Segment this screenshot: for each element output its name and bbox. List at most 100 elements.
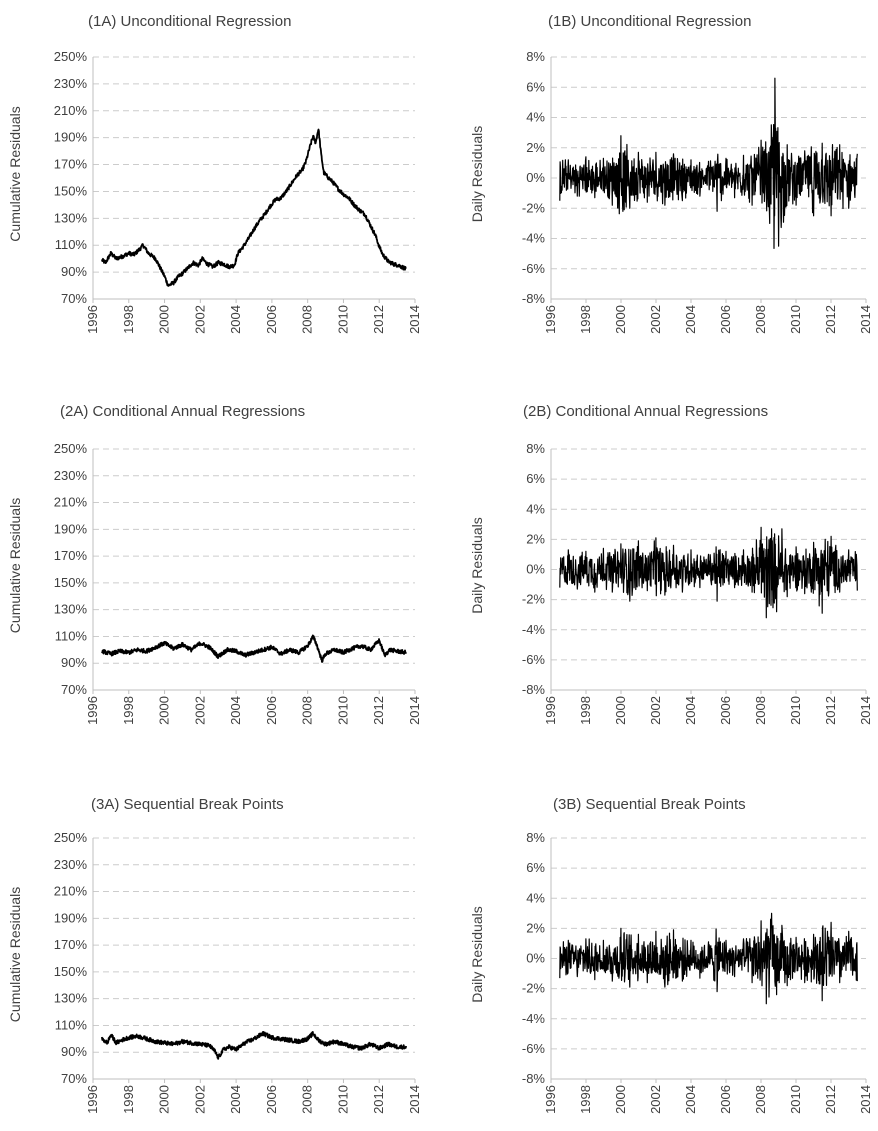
x-tick-label: 2006	[718, 696, 733, 725]
y-tick-label: 110%	[55, 237, 88, 252]
x-tick-label: 2004	[683, 305, 698, 334]
chart-panel-2: (1B) Unconditional Regression Daily Resid…	[469, 13, 873, 334]
chart-title: (2B) Conditional Annual Regressions	[523, 403, 768, 420]
x-tick-label: 1998	[578, 305, 593, 334]
y-tick-label: 150%	[54, 575, 88, 590]
x-tick-label: 2014	[407, 696, 422, 725]
chart-title: (3B) Sequential Break Points	[553, 796, 746, 813]
y-tick-label: 0%	[526, 562, 545, 577]
y-tick-label: 210%	[54, 884, 88, 899]
y-tick-label: 250%	[54, 441, 88, 456]
y-tick-label: 6%	[526, 860, 545, 875]
x-tick-label: 2012	[371, 1085, 386, 1114]
y-tick-label: 2%	[526, 920, 545, 935]
y-tick-label: 250%	[54, 49, 88, 64]
y-tick-label: 170%	[54, 157, 88, 172]
y-tick-label: 6%	[526, 471, 545, 486]
x-tick-label: 2012	[823, 305, 838, 334]
x-tick-label: 1996	[543, 696, 558, 725]
x-tick-label: 2002	[192, 1085, 207, 1114]
x-tick-label: 1996	[543, 305, 558, 334]
x-tick-label: 2006	[718, 305, 733, 334]
series-line	[101, 1031, 407, 1060]
y-tick-label: 230%	[54, 76, 88, 91]
x-tick-label: 2012	[371, 696, 386, 725]
x-tick-label: 2012	[823, 1085, 838, 1114]
x-tick-label: 1998	[121, 696, 136, 725]
y-tick-label: 70%	[61, 291, 87, 306]
y-tick-label: -6%	[522, 652, 546, 667]
x-tick-label: 2008	[300, 696, 315, 725]
y-tick-label: 190%	[54, 910, 88, 925]
y-tick-label: -2%	[522, 592, 546, 607]
y-tick-label: 170%	[54, 937, 88, 952]
x-tick-label: 2010	[335, 1085, 350, 1114]
y-tick-label: 190%	[54, 521, 88, 536]
x-tick-label: 2002	[648, 696, 663, 725]
y-tick-label: 2%	[526, 531, 545, 546]
y-tick-label: 8%	[526, 830, 545, 845]
y-tick-label: 230%	[54, 857, 88, 872]
x-tick-label: 2000	[157, 1085, 172, 1114]
x-tick-label: 2004	[683, 696, 698, 725]
y-tick-label: -6%	[522, 261, 546, 276]
y-tick-label: 4%	[526, 501, 545, 516]
y-tick-label: -4%	[522, 1011, 546, 1026]
y-tick-label: 210%	[54, 495, 88, 510]
x-tick-label: 2014	[407, 305, 422, 334]
x-tick-label: 1998	[578, 696, 593, 725]
x-tick-label: 2008	[300, 1085, 315, 1114]
x-tick-label: 2006	[264, 1085, 279, 1114]
y-tick-label: 70%	[61, 1071, 87, 1086]
chart-title: (1A) Unconditional Regression	[88, 13, 291, 30]
x-tick-label: 1996	[85, 696, 100, 725]
x-tick-label: 2010	[788, 696, 803, 725]
y-tick-label: 6%	[526, 79, 545, 94]
x-tick-label: 1996	[543, 1085, 558, 1114]
x-tick-label: 2012	[371, 305, 386, 334]
x-tick-label: 2008	[300, 305, 315, 334]
y-tick-label: 250%	[54, 830, 88, 845]
x-tick-label: 2012	[823, 696, 838, 725]
y-tick-label: 110%	[55, 628, 88, 643]
y-axis-label: Daily Residuals	[469, 126, 485, 222]
x-tick-label: 2000	[613, 696, 628, 725]
y-tick-label: 70%	[61, 682, 87, 697]
y-tick-label: -8%	[522, 291, 546, 306]
y-tick-label: 170%	[54, 548, 88, 563]
x-tick-label: 2008	[753, 305, 768, 334]
x-tick-label: 2004	[228, 305, 243, 334]
x-tick-label: 2002	[192, 305, 207, 334]
y-tick-label: -2%	[522, 981, 546, 996]
y-tick-label: 150%	[54, 183, 88, 198]
chart-panel-6: (3B) Sequential Break Points Daily Residu…	[469, 796, 873, 1114]
x-tick-label: 2006	[264, 305, 279, 334]
x-tick-label: 2002	[648, 305, 663, 334]
series-line	[101, 128, 407, 287]
y-tick-label: -4%	[522, 231, 546, 246]
x-tick-label: 2000	[157, 696, 172, 725]
x-tick-label: 2008	[753, 1085, 768, 1114]
x-tick-label: 2010	[788, 1085, 803, 1114]
series-line	[559, 77, 858, 249]
x-tick-label: 1996	[85, 305, 100, 334]
x-tick-label: 1996	[85, 1085, 100, 1114]
y-axis-label: Cumulative Residuals	[7, 106, 23, 241]
y-tick-label: 0%	[526, 170, 545, 185]
series-line	[559, 912, 858, 1005]
chart-panel-3: (2A) Conditional Annual Regressions Cumul…	[7, 403, 422, 725]
y-tick-label: 210%	[54, 103, 88, 118]
x-tick-label: 2002	[648, 1085, 663, 1114]
y-tick-label: 150%	[54, 964, 88, 979]
y-tick-label: -8%	[522, 682, 546, 697]
x-tick-label: 1998	[121, 305, 136, 334]
chart-panel-1: (1A) Unconditional Regression Cumulative …	[7, 13, 422, 334]
x-tick-label: 2014	[858, 1085, 873, 1114]
y-tick-label: -2%	[522, 200, 546, 215]
y-tick-label: 90%	[61, 264, 87, 279]
chart-title: (2A) Conditional Annual Regressions	[60, 403, 305, 420]
y-tick-label: -4%	[522, 622, 546, 637]
x-tick-label: 1998	[121, 1085, 136, 1114]
x-tick-label: 2008	[753, 696, 768, 725]
